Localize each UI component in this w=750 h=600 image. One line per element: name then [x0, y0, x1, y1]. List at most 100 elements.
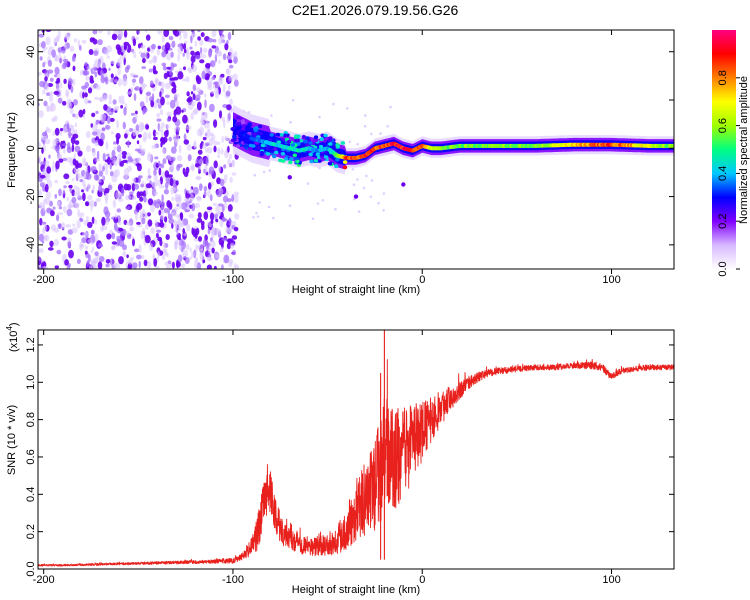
noise-dot [42, 61, 46, 68]
noise-dot [171, 156, 176, 162]
noise-dot [112, 99, 117, 105]
noise-dot [48, 154, 51, 159]
noise-dot [87, 239, 92, 244]
noise-dot [92, 148, 96, 157]
noise-dot [104, 187, 110, 194]
noise-dot [100, 113, 106, 123]
noise-dot [207, 38, 214, 43]
noise-dot [43, 100, 48, 107]
noise-dot [168, 68, 173, 76]
chart-title: C2E1.2026.079.19.56.G26 [292, 2, 459, 18]
noise-dot [213, 145, 217, 153]
noise-dot [93, 219, 98, 225]
noise-dot [252, 215, 255, 219]
noise-dot [215, 253, 220, 259]
noise-dot [44, 138, 51, 145]
noise-dot [71, 177, 75, 182]
noise-dot [86, 65, 91, 71]
signal-speckle [265, 152, 271, 156]
noise-dot [365, 174, 368, 178]
noise-dot [334, 208, 337, 211]
noise-dot [130, 86, 134, 94]
noise-dot [181, 109, 184, 113]
noise-dot [228, 59, 233, 64]
noise-dot [255, 211, 258, 215]
noise-dot [92, 123, 98, 133]
noise-dot [187, 67, 192, 72]
noise-dot [178, 203, 183, 210]
noise-dot [114, 105, 120, 110]
noise-dot [54, 144, 60, 152]
signal-speckle [247, 122, 252, 126]
noise-dot [66, 196, 70, 202]
noise-dot [99, 70, 104, 77]
noise-dot [362, 186, 366, 190]
noise-dot [207, 228, 211, 235]
noise-dot [118, 227, 124, 232]
noise-dot [211, 90, 215, 95]
noise-dot [131, 195, 137, 201]
noise-dot [197, 212, 202, 219]
noise-dot [132, 38, 137, 47]
snr-x-ticks: -200 -100 0 100 [33, 330, 621, 586]
noise-dot [57, 97, 63, 104]
noise-dot [351, 168, 355, 171]
noise-dot [262, 170, 266, 174]
noise-dot [352, 183, 356, 186]
noise-dot [54, 66, 60, 75]
noise-dot [106, 115, 111, 124]
noise-dot [357, 210, 361, 213]
noise-dot [61, 143, 67, 147]
noise-dot [74, 113, 79, 119]
noise-dot [194, 202, 201, 209]
noise-dot [171, 40, 176, 48]
noise-dot [232, 73, 238, 81]
noise-dot [78, 45, 82, 51]
noise-dot [74, 122, 78, 128]
noise-dot [203, 185, 208, 192]
noise-dot [208, 48, 212, 57]
noise-dot [131, 51, 137, 55]
signal-speckle [241, 127, 246, 131]
noise-dot [227, 204, 233, 212]
noise-dot [142, 131, 148, 140]
noise-dot [118, 256, 124, 265]
noise-dot [148, 68, 153, 73]
noise-dot [96, 150, 100, 160]
noise-dot [55, 160, 60, 170]
noise-dot [95, 110, 99, 115]
noise-dot [90, 203, 93, 212]
noise-dot [164, 216, 168, 223]
snr-y-tick-label: 1.0 [25, 375, 37, 390]
noise-dot [164, 42, 171, 51]
noise-dot [38, 141, 42, 149]
noise-dot [137, 157, 142, 162]
noise-dot [170, 146, 177, 154]
noise-dot [54, 127, 60, 136]
noise-dot [220, 73, 225, 78]
noise-dot [205, 62, 211, 69]
noise-dot [171, 222, 174, 229]
noise-dot [106, 55, 110, 59]
noise-dot [164, 182, 169, 189]
noise-dot [105, 263, 110, 268]
noise-dot [356, 178, 359, 181]
noise-dot [192, 93, 196, 101]
noise-dot [141, 217, 146, 225]
noise-dot [155, 232, 159, 239]
signal-speckle [328, 142, 333, 146]
noise-dot [161, 62, 167, 67]
noise-dot [87, 221, 93, 229]
noise-dot [196, 87, 201, 93]
signal-speckle [303, 139, 308, 144]
snr-x-axis-label: Height of straight line (km) [292, 584, 420, 596]
noise-dot [140, 148, 146, 153]
noise-dot [356, 142, 359, 146]
noise-dot [370, 132, 373, 136]
noise-dot [230, 53, 235, 58]
noise-dot [70, 85, 74, 94]
noise-dot [100, 132, 105, 141]
noise-dot [97, 39, 103, 46]
noise-dot [50, 103, 56, 112]
noise-dot [173, 109, 177, 117]
